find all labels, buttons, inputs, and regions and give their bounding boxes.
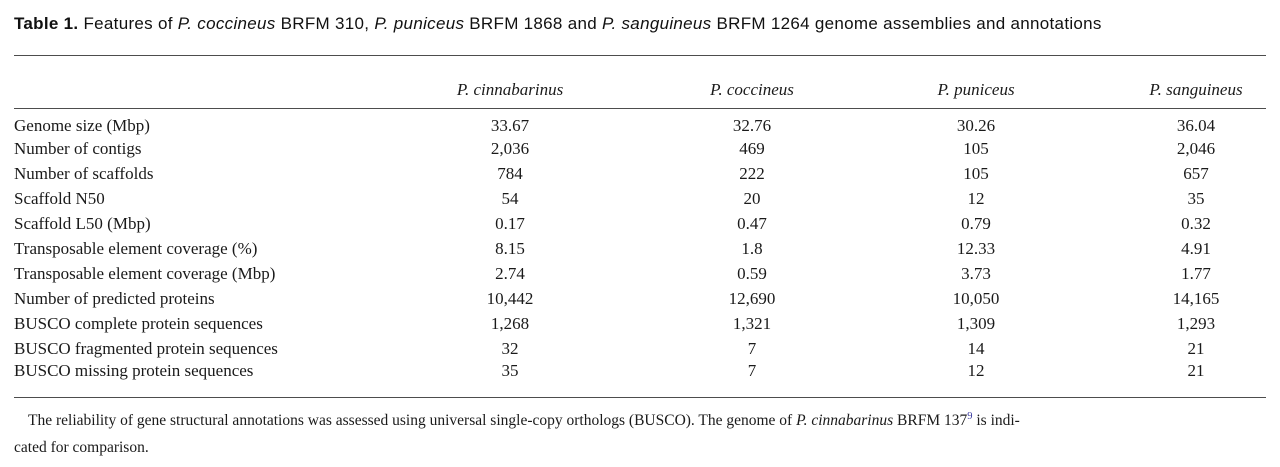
cell-value: 2,046 <box>1176 138 1216 158</box>
cell-value: 7 <box>747 338 757 358</box>
citation-link-9[interactable]: 9 <box>967 410 973 422</box>
cell-value: 32.76 <box>732 116 772 135</box>
column-header-sanguineus: P. sanguineus <box>1126 55 1266 109</box>
footnote-text-1: The reliability of gene structural annot… <box>28 412 797 429</box>
table-row: Transposable element coverage (%) 8.15 1.8… <box>14 236 1266 261</box>
cell-value: 14,165 <box>1172 288 1220 308</box>
table-row: Scaffold L50 (Mbp) 0.17 0.47 0.79 0.32 <box>14 211 1266 236</box>
cell-value: 1.8 <box>741 238 763 258</box>
row-label: Transposable element coverage (%) <box>14 238 258 258</box>
cell-value: 10,050 <box>952 288 1000 308</box>
cell-value: 30.26 <box>956 116 996 135</box>
cell-value: 54 <box>501 188 519 208</box>
cell-value: 33.67 <box>490 116 530 135</box>
cell-value: 3.73 <box>961 263 991 283</box>
footnote-line-1: The reliability of gene structural annot… <box>14 407 1266 434</box>
caption-text-4: BRFM 1264 genome assemblies and annotati… <box>711 14 1102 33</box>
row-label: BUSCO missing protein sequences <box>14 361 254 380</box>
table-row: Genome size (Mbp) 33.67 32.76 30.26 36.04 <box>14 109 1266 137</box>
cell-value: 0.59 <box>737 263 767 283</box>
species-name-sanguineus: P. sanguineus <box>602 14 712 33</box>
caption-text-1: Features of <box>78 14 178 33</box>
cell-value: 10,442 <box>486 288 534 308</box>
row-label: Transposable element coverage (Mbp) <box>14 263 276 283</box>
genome-features-table: P. cinnabarinus P. coccineus P. puniceus… <box>14 55 1266 398</box>
table-body: Genome size (Mbp) 33.67 32.76 30.26 36.04 Num… <box>14 109 1266 398</box>
cell-value: 12 <box>967 361 985 380</box>
cell-value: 4.91 <box>1181 238 1211 258</box>
footnote-text-3: is indi- <box>972 412 1020 429</box>
cell-value: 14 <box>967 338 985 358</box>
cell-value: 469 <box>739 138 765 158</box>
row-label: Genome size (Mbp) <box>14 116 150 135</box>
cell-value: 12,690 <box>728 288 776 308</box>
cell-value: 32 <box>501 338 519 358</box>
cell-value: 21 <box>1187 338 1205 358</box>
caption-text-2: BRFM 310, <box>275 14 375 33</box>
cell-value: 7 <box>747 361 757 380</box>
table-number: Table 1. <box>14 14 79 33</box>
cell-value: 657 <box>1183 163 1209 183</box>
footnote-line-2: cated for comparison. <box>14 439 149 456</box>
cell-value: 20 <box>743 188 761 208</box>
cell-value: 35 <box>501 361 519 380</box>
cell-value: 2,036 <box>490 138 530 158</box>
row-label: Scaffold N50 <box>14 188 105 208</box>
cell-value: 21 <box>1187 361 1205 380</box>
table-row: BUSCO complete protein sequences 1,268 1,3… <box>14 311 1266 336</box>
row-label: Number of scaffolds <box>14 163 154 183</box>
cell-value: 0.47 <box>737 213 767 233</box>
cell-value: 1,321 <box>732 313 772 333</box>
cell-value: 2.74 <box>495 263 525 283</box>
cell-value: 36.04 <box>1176 116 1216 135</box>
column-header-coccineus: P. coccineus <box>678 55 827 109</box>
cell-value: 35 <box>1187 188 1205 208</box>
row-label: BUSCO complete protein sequences <box>14 313 263 333</box>
cell-value: 105 <box>963 163 989 183</box>
table-row: Transposable element coverage (Mbp) 2.74 0… <box>14 261 1266 286</box>
cell-value: 1.77 <box>1181 263 1211 283</box>
cell-value: 105 <box>963 138 989 158</box>
header-row: P. cinnabarinus P. coccineus P. puniceus… <box>14 55 1266 109</box>
table-row: Number of scaffolds 784 222 105 657 <box>14 161 1266 186</box>
species-name-cinnabarinus: P. cinnabarinus <box>796 412 894 429</box>
table-footnote: The reliability of gene structural annot… <box>14 407 1266 461</box>
cell-value: 8.15 <box>495 238 525 258</box>
cell-value: 1,309 <box>956 313 996 333</box>
table-row: Scaffold N50 54 20 12 35 <box>14 186 1266 211</box>
cell-value: 222 <box>739 163 765 183</box>
cell-value: 0.79 <box>961 213 991 233</box>
row-label: Number of contigs <box>14 138 142 158</box>
footnote-text-2: BRFM 137 <box>893 412 968 429</box>
row-label: Number of predicted proteins <box>14 288 215 308</box>
species-name-coccineus: P. coccineus <box>177 14 276 33</box>
table-caption: Table 1. Features of P. coccineus BRFM 3… <box>14 14 1266 34</box>
caption-text-3: BRFM 1868 and <box>464 14 603 33</box>
table-row: Number of predicted proteins 10,442 12,690… <box>14 286 1266 311</box>
table-row: Number of contigs 2,036 469 105 2,046 <box>14 136 1266 161</box>
cell-value: 12 <box>967 188 985 208</box>
cell-value: 1,268 <box>490 313 530 333</box>
table-row: BUSCO fragmented protein sequences 32 7 14 2… <box>14 336 1266 361</box>
row-label: BUSCO fragmented protein sequences <box>14 338 278 358</box>
cell-value: 1,293 <box>1176 313 1216 333</box>
row-label-header <box>14 55 343 109</box>
species-name-puniceus: P. puniceus <box>374 14 465 33</box>
cell-value: 12.33 <box>956 238 996 258</box>
cell-value: 0.17 <box>495 213 525 233</box>
cell-value: 0.32 <box>1181 213 1211 233</box>
cell-value: 784 <box>497 163 523 183</box>
row-label: Scaffold L50 (Mbp) <box>14 213 151 233</box>
column-header-puniceus: P. puniceus <box>826 55 1126 109</box>
table-row: BUSCO missing protein sequences 35 7 12 21 <box>14 361 1266 398</box>
column-header-cinnabarinus: P. cinnabarinus <box>342 55 679 109</box>
